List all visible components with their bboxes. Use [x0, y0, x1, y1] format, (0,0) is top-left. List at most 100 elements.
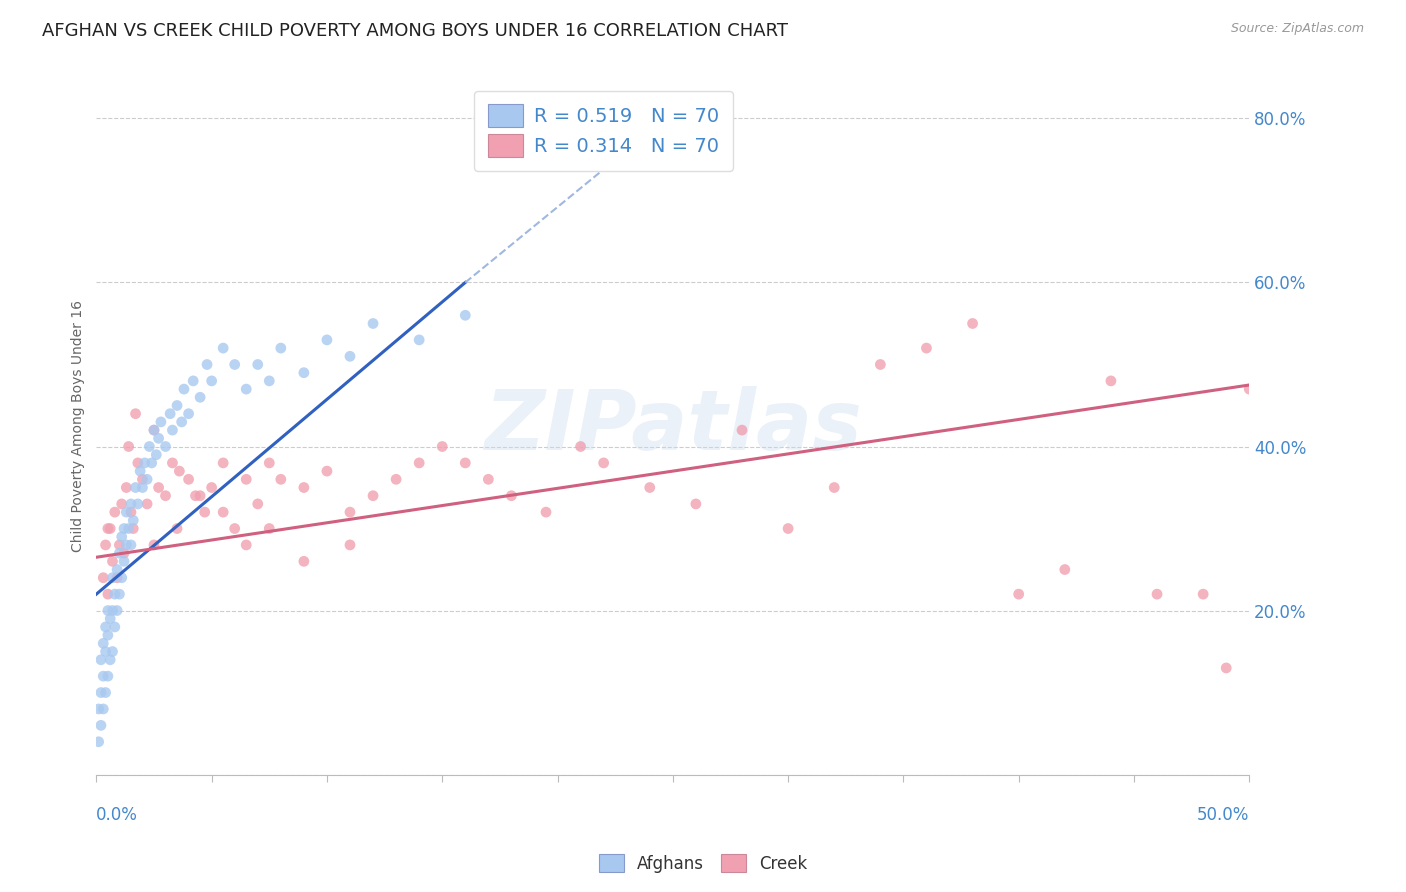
Point [98, 612, 121, 626]
Point [361, 489, 384, 503]
Legend: Afghans, Creek: Afghans, Creek [592, 847, 814, 880]
Point [98, 653, 121, 667]
Point [292, 554, 315, 568]
Point [569, 440, 592, 454]
Point [259, 522, 281, 536]
Point [108, 546, 131, 560]
Point [212, 456, 235, 470]
Point [177, 472, 200, 486]
Point [235, 472, 257, 486]
Point [224, 522, 246, 536]
Point [117, 440, 139, 454]
Point [91, 669, 114, 683]
Point [270, 472, 292, 486]
Point [316, 333, 339, 347]
Point [534, 505, 557, 519]
Point [173, 382, 195, 396]
Point [685, 497, 707, 511]
Point [90, 718, 112, 732]
Point [101, 644, 124, 658]
Point [108, 587, 131, 601]
Point [112, 522, 135, 536]
Point [166, 522, 188, 536]
Point [127, 456, 149, 470]
Point [592, 456, 614, 470]
Point [134, 456, 156, 470]
Point [292, 481, 315, 495]
Point [195, 358, 218, 372]
Point [1008, 587, 1031, 601]
Point [104, 620, 127, 634]
Point [145, 448, 167, 462]
Point [111, 571, 134, 585]
Point [112, 546, 135, 560]
Point [105, 562, 128, 576]
Point [87, 702, 110, 716]
Point [115, 505, 138, 519]
Point [112, 554, 135, 568]
Point [131, 481, 153, 495]
Point [224, 358, 246, 372]
Point [339, 538, 361, 552]
Point [169, 464, 191, 478]
Point [477, 472, 499, 486]
Point [111, 497, 134, 511]
Point [339, 505, 361, 519]
Point [162, 423, 184, 437]
Point [122, 522, 145, 536]
Point [87, 735, 110, 749]
Point [194, 505, 217, 519]
Y-axis label: Child Poverty Among Boys Under 16: Child Poverty Among Boys Under 16 [72, 300, 86, 552]
Point [115, 481, 138, 495]
Point [181, 374, 204, 388]
Point [385, 472, 408, 486]
Point [97, 522, 120, 536]
Point [94, 644, 117, 658]
Point [91, 702, 114, 716]
Point [104, 587, 127, 601]
Point [105, 603, 128, 617]
Point [143, 423, 166, 437]
Point [120, 538, 142, 552]
Point [91, 636, 114, 650]
Point [259, 374, 281, 388]
Point [97, 628, 120, 642]
Point [122, 513, 145, 527]
Point [1215, 661, 1237, 675]
Point [292, 366, 315, 380]
Point [162, 456, 184, 470]
Point [184, 489, 207, 503]
Point [138, 440, 160, 454]
Point [212, 341, 235, 355]
Point [159, 407, 181, 421]
Point [94, 538, 117, 552]
Point [91, 571, 114, 585]
Text: AFGHAN VS CREEK CHILD POVERTY AMONG BOYS UNDER 16 CORRELATION CHART: AFGHAN VS CREEK CHILD POVERTY AMONG BOYS… [42, 22, 789, 40]
Point [454, 456, 477, 470]
Point [149, 415, 172, 429]
Point [177, 407, 200, 421]
Point [454, 308, 477, 322]
Point [166, 399, 188, 413]
Point [408, 456, 430, 470]
Point [246, 497, 269, 511]
Text: ZIPatlas: ZIPatlas [484, 385, 862, 467]
Point [108, 538, 131, 552]
Point [101, 603, 124, 617]
Point [90, 685, 112, 699]
Point [188, 390, 211, 404]
Point [143, 423, 166, 437]
Point [501, 489, 523, 503]
Point [361, 317, 384, 331]
Point [823, 481, 845, 495]
Point [136, 472, 159, 486]
Point [201, 374, 224, 388]
Point [235, 538, 257, 552]
Point [94, 685, 117, 699]
Point [155, 489, 177, 503]
Point [104, 505, 127, 519]
Point [148, 481, 170, 495]
Point [1146, 587, 1168, 601]
Point [111, 530, 134, 544]
Point [962, 317, 984, 331]
